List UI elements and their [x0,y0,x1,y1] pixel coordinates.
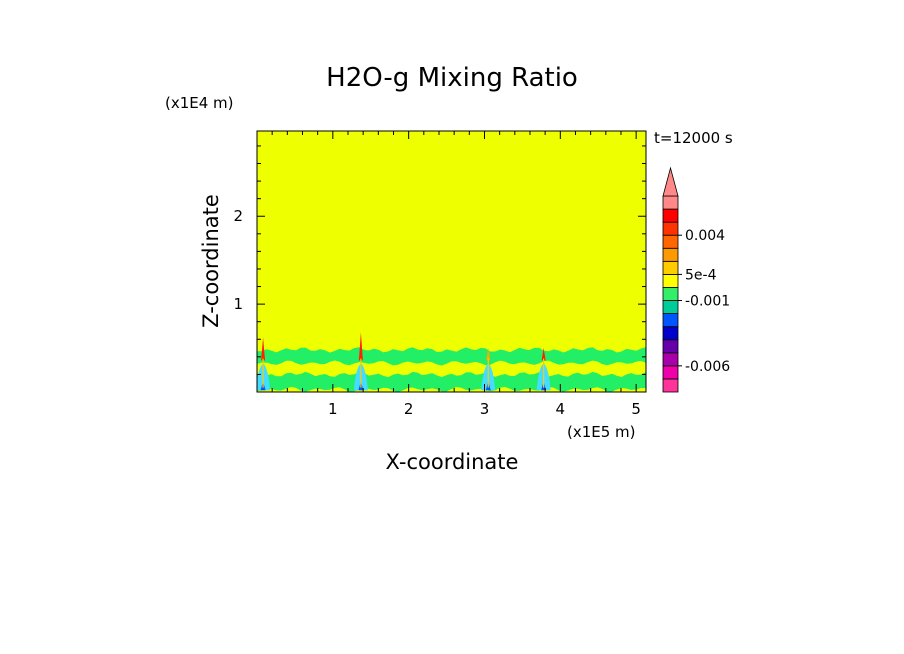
colorbar-label: -0.006 [685,359,730,375]
x-tick-label: 1 [328,400,338,418]
plume-3 [481,348,496,391]
y-axis-label: Z-coordinate [199,194,223,328]
colorbar-segment [662,326,679,341]
x-tick-label: 4 [556,400,566,418]
colorbar-segment [662,339,679,354]
plot-frame [256,130,647,393]
upper-green-band [257,347,646,366]
time-label: t=12000 s [654,129,733,147]
plume-spike [358,332,363,361]
plume-spike [486,348,491,361]
colorbar-segment [662,365,679,380]
x-axis-label: X-coordinate [386,450,519,474]
colorbar-label: 0.004 [685,228,725,244]
x-unit-label: (x1E5 m) [567,423,636,441]
colorbar-segment [662,287,679,301]
chart-title: H2O-g Mixing Ratio [326,63,578,93]
colorbar-label: -0.001 [685,294,730,310]
colorbar-arrow [662,166,679,197]
plume-1 [257,337,271,391]
colorbar-segment [662,247,679,262]
colorbar-label: 5e-4 [685,267,717,283]
y-tick-label: 1 [233,295,243,313]
colorbar-segment [662,221,679,236]
colorbar-segment [662,234,679,249]
plume-spike [541,348,546,361]
colorbar-segment [662,378,679,393]
plume-2 [353,332,368,391]
x-tick-label: 5 [631,400,641,418]
colorbar-segment [662,260,679,275]
colorbar-segment [662,195,679,210]
plume-spike [261,337,266,361]
plume-4 [536,348,551,391]
colorbar-segment [662,313,679,328]
colorbar-segment [662,300,679,314]
y-unit-label: (x1E4 m) [165,94,234,112]
plot-background [257,131,646,392]
x-tick-label: 2 [404,400,414,418]
y-tick-label: 2 [233,207,243,225]
colorbar-segment [662,273,679,288]
x-tick-label: 3 [480,400,490,418]
colorbar-segment [662,208,679,223]
colorbar-segment [662,352,679,367]
